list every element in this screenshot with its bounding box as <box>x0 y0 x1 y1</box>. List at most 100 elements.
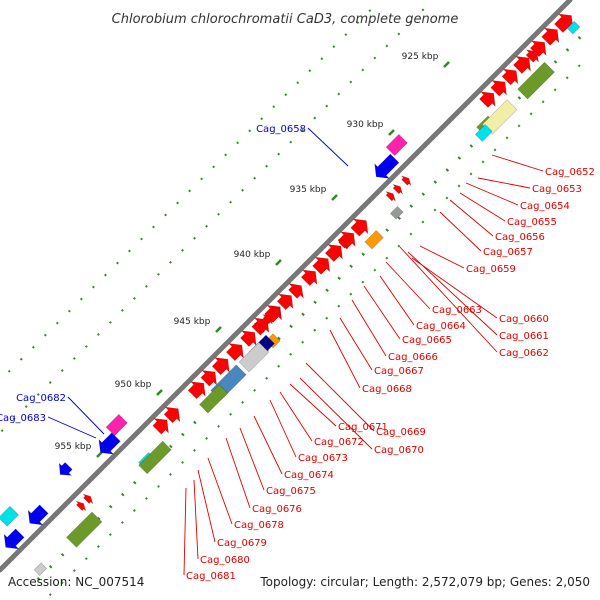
inner-tick <box>253 388 257 392</box>
inner-tick <box>349 264 353 268</box>
mid-tick <box>120 309 124 312</box>
inner-tick <box>433 208 437 212</box>
outer-tick <box>284 93 288 97</box>
kbp-tick <box>275 259 282 266</box>
inner-tick <box>277 336 281 341</box>
gene-label-cag-0682: Cag_0682 <box>16 393 66 404</box>
mid-tick <box>181 248 184 252</box>
gene-label-cag-0659: Cag_0659 <box>466 264 516 275</box>
outer-tick <box>224 153 228 157</box>
inner-tick <box>373 268 377 272</box>
kbp-label: 935 kbp <box>290 185 327 195</box>
mid-tick <box>157 272 160 276</box>
outer-tick <box>31 345 35 349</box>
gene-orange <box>364 230 384 250</box>
mid-tick <box>409 20 413 24</box>
mid-tick <box>397 32 401 36</box>
inner-tick <box>133 509 136 512</box>
gene-label-cag-0667: Cag_0667 <box>374 366 424 377</box>
gene-label-cag-0678: Cag_0678 <box>234 520 284 531</box>
inner-tick <box>193 420 197 425</box>
inner-tick <box>385 256 389 260</box>
gene-cyan <box>566 20 581 35</box>
gene-label-cag-0662: Cag_0662 <box>499 348 549 359</box>
forward-gene <box>479 91 496 108</box>
inner-tick <box>421 220 425 224</box>
outer-tick <box>7 369 11 373</box>
outer-tick <box>200 177 204 181</box>
gene-lightgray <box>33 562 48 577</box>
kbp-tick <box>388 129 395 136</box>
inner-tick <box>457 184 461 188</box>
leader-line <box>439 211 482 252</box>
kbp-labels: 925 kbp 930 kbp 935 kbp 940 kbp 945 kbp 950 k… <box>55 52 439 452</box>
mid-tick <box>301 128 305 132</box>
short-gene <box>392 184 403 195</box>
forward-gene <box>525 49 539 63</box>
inner-tick <box>385 228 389 232</box>
mid-tick <box>169 260 172 264</box>
gene-label-cag-0665: Cag_0665 <box>402 335 452 346</box>
forward-gene <box>187 381 206 400</box>
map-title: Chlorobium chlorochromatii CaD3, complet… <box>112 12 459 27</box>
forward-gene <box>529 40 547 57</box>
inner-tick <box>157 485 160 488</box>
leader-line <box>385 261 431 310</box>
gene-label-cag-0656: Cag_0656 <box>495 232 545 243</box>
outer-tick <box>188 189 191 193</box>
gene-cyan <box>0 505 19 527</box>
genome-backbone <box>0 0 573 573</box>
inner-tick <box>120 492 125 497</box>
forward-gene <box>200 369 217 387</box>
mid-tick <box>373 56 377 60</box>
gene-label-cag-0660: Cag_0660 <box>499 314 549 325</box>
inner-tick <box>577 64 581 68</box>
short-gene <box>271 305 282 316</box>
short-gene <box>75 500 87 512</box>
inner-tick <box>337 276 341 281</box>
inner-tick <box>169 444 173 449</box>
outer-tick <box>260 117 264 121</box>
mid-tick <box>72 357 76 360</box>
inner-tick <box>421 192 426 196</box>
inner-tick <box>469 144 474 148</box>
outer-tick <box>91 285 95 289</box>
inner-tick <box>241 400 245 404</box>
leader-line <box>197 469 216 543</box>
inner-tick <box>145 497 148 500</box>
gene-cyan <box>474 124 493 142</box>
forward-gene <box>541 27 560 46</box>
inner-tick <box>205 436 208 440</box>
inner-tick <box>565 76 569 80</box>
mid-tick <box>36 393 40 396</box>
outer-tick <box>128 249 131 253</box>
inner-tick <box>108 533 112 536</box>
mid-tick <box>229 200 233 204</box>
gene-label-cag-0664: Cag_0664 <box>416 321 466 332</box>
inner-tick <box>469 172 473 176</box>
gene-label-cag-0679: Cag_0679 <box>217 538 267 549</box>
gene-label-cag-0671: Cag_0671 <box>338 422 388 433</box>
inner-tick <box>325 316 329 320</box>
inner-tick <box>445 196 449 200</box>
inner-tick <box>60 581 64 585</box>
forward-gene <box>152 418 169 435</box>
mid-tick <box>193 236 196 240</box>
genome-stats: Topology: circular; Length: 2,572,079 bp… <box>259 575 590 589</box>
mid-tick <box>313 116 317 120</box>
leader-line <box>465 182 519 206</box>
kbp-label: 925 kbp <box>402 52 439 62</box>
leader-line <box>299 377 373 450</box>
leader-line <box>183 487 187 576</box>
mid-tick <box>24 405 28 409</box>
inner-tick <box>120 521 124 524</box>
leader-line <box>477 177 531 189</box>
inner-tick <box>541 100 545 104</box>
mid-tick <box>96 333 100 336</box>
mid-tick <box>84 345 88 348</box>
mid-tick <box>108 321 112 324</box>
gene-label-cag-0666: Cag_0666 <box>388 352 438 363</box>
leader-line <box>459 192 506 222</box>
gene-label-cag-0657: Cag_0657 <box>483 247 533 258</box>
outer-tick <box>248 129 252 133</box>
